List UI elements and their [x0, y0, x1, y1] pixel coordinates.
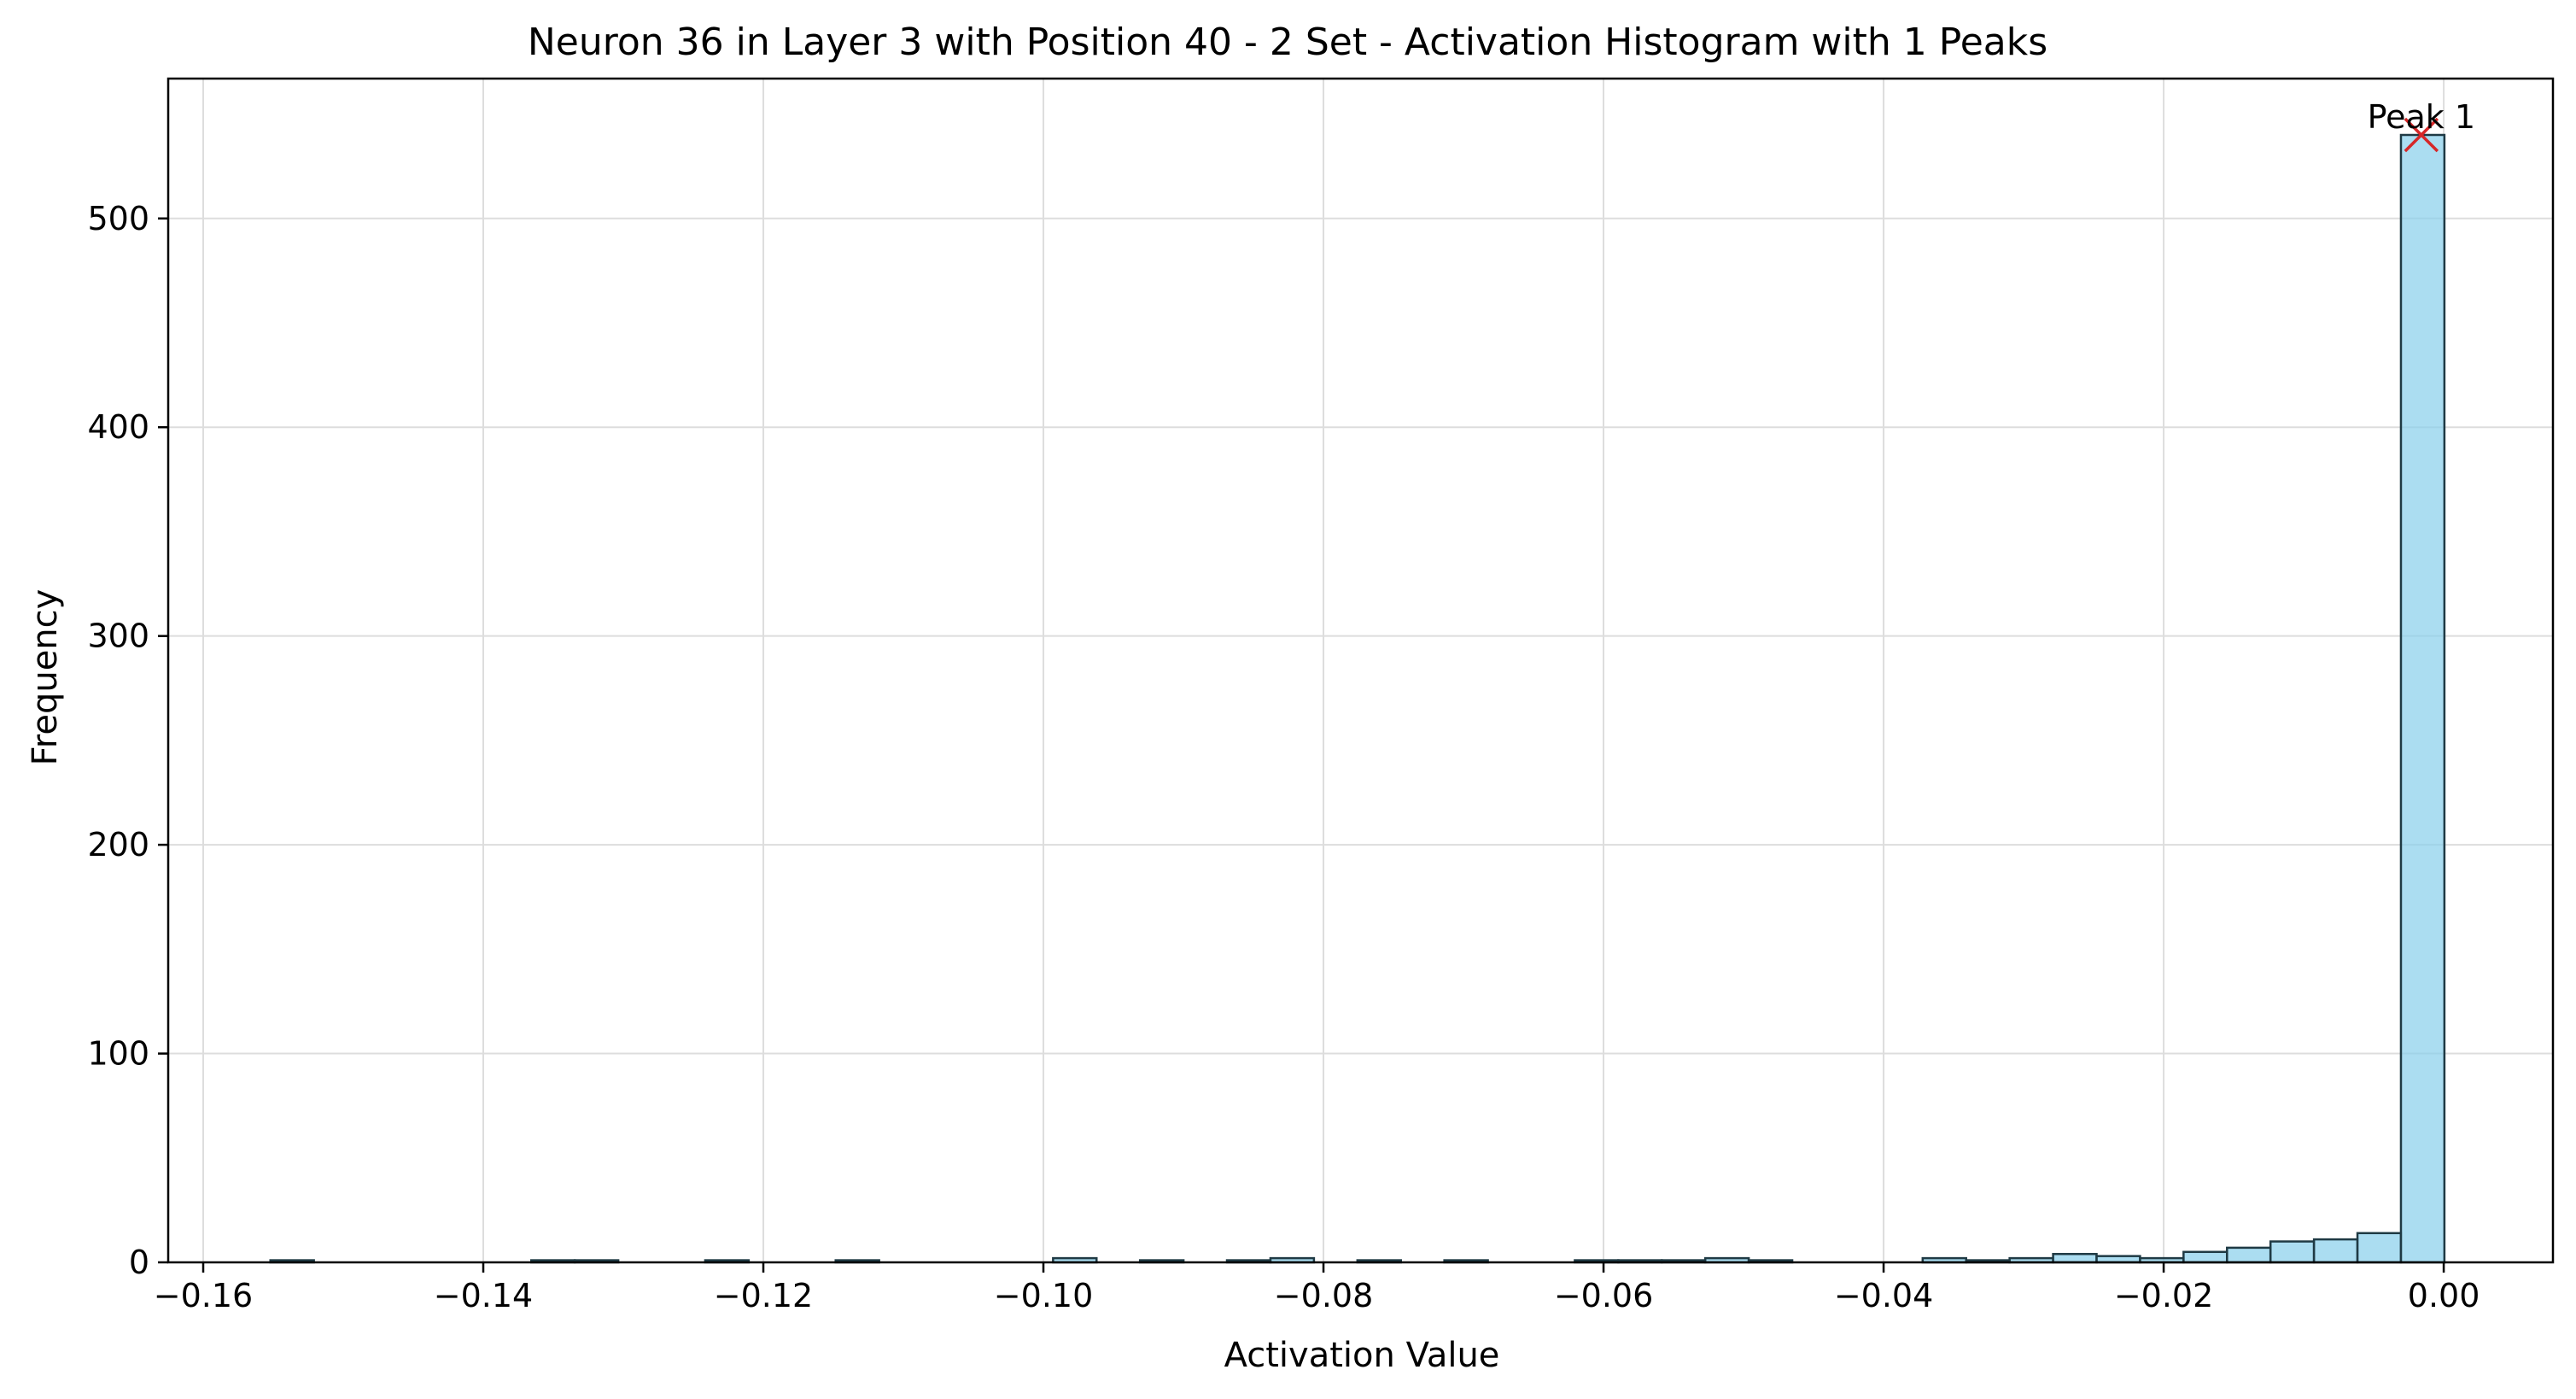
y-tick-label: 500 [87, 200, 149, 237]
y-tick-label: 100 [87, 1035, 149, 1073]
x-tick-label: 0.00 [2408, 1277, 2480, 1314]
y-tick-label: 0 [129, 1244, 149, 1281]
peak-label: Peak 1 [2368, 98, 2476, 136]
plot-frame [166, 77, 2555, 1264]
x-axis-ticks: −0.16 −0.14 −0.12 −0.10 −0.08 −0.06 −0.04 −0.02… [154, 1262, 2480, 1314]
histogram-bar [2269, 1240, 2316, 1264]
x-axis-label: Activation Value [1224, 1336, 1500, 1375]
histogram-bar [2182, 1250, 2228, 1264]
chart-title: Neuron 36 in Layer 3 with Position 40 - … [528, 20, 2047, 64]
x-tick-label: −0.10 [994, 1277, 1093, 1314]
y-tick-label: 200 [87, 826, 149, 863]
x-tick-label: −0.02 [2114, 1277, 2213, 1314]
histogram-bar [2052, 1252, 2098, 1264]
x-tick-label: −0.08 [1274, 1277, 1373, 1314]
x-tick-label: −0.12 [714, 1277, 813, 1314]
y-tick-label: 400 [87, 408, 149, 446]
histogram-bar [2312, 1238, 2359, 1264]
histogram-bar [2356, 1232, 2403, 1264]
histogram-bar [2399, 133, 2446, 1264]
x-tick-label: −0.06 [1554, 1277, 1653, 1314]
x-tick-label: −0.04 [1834, 1277, 1933, 1314]
y-axis-ticks: 0 100 200 300 400 500 [87, 200, 168, 1281]
peak-markers: Peak 1 [2368, 98, 2476, 153]
peak-marker [2404, 117, 2439, 153]
histogram-bar [2226, 1246, 2272, 1264]
y-tick-label: 300 [87, 618, 149, 655]
x-tick-label: −0.14 [434, 1277, 533, 1314]
y-axis-label: Frequency [26, 589, 65, 766]
x-tick-label: −0.16 [154, 1277, 253, 1314]
